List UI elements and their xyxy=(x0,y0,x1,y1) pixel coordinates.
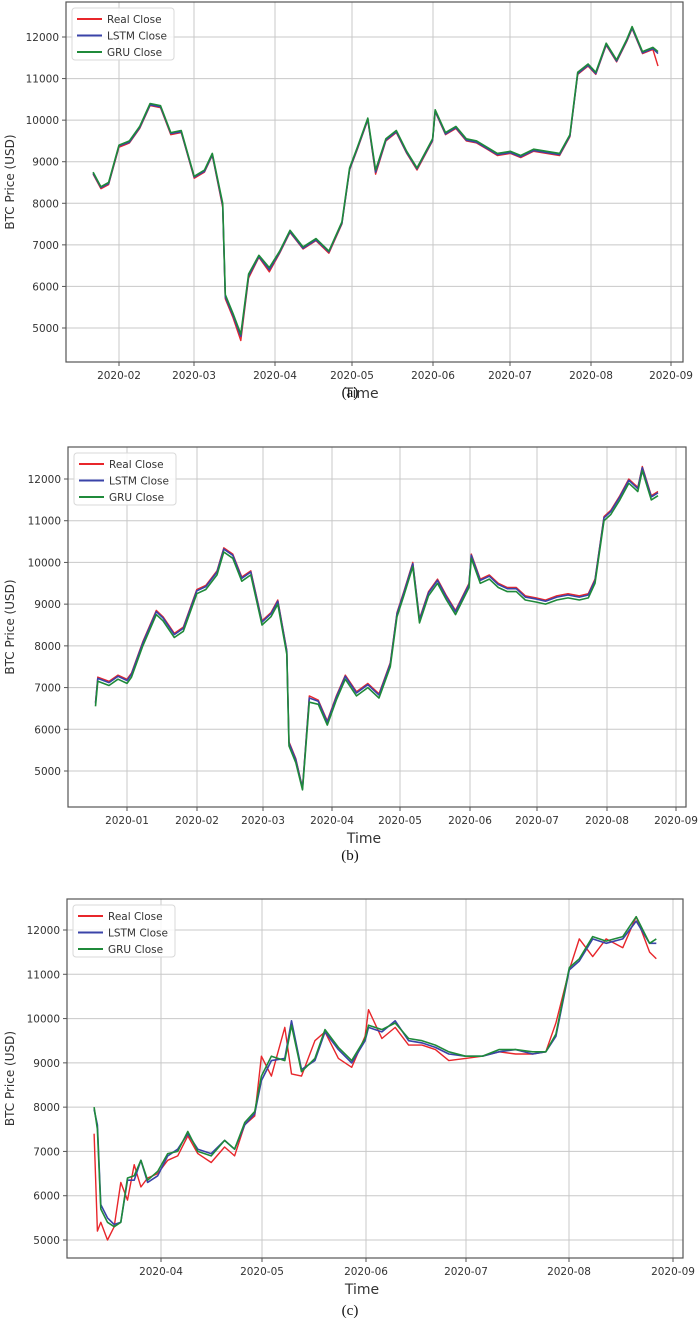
svg-text:2020-09: 2020-09 xyxy=(649,370,693,382)
svg-text:2020-05: 2020-05 xyxy=(330,370,374,382)
svg-text:5000: 5000 xyxy=(34,766,61,778)
gru-close-line xyxy=(92,25,659,336)
svg-text:2020-08: 2020-08 xyxy=(585,815,629,827)
legend-entry: GRU Close xyxy=(107,47,162,59)
svg-text:2020-05: 2020-05 xyxy=(378,815,422,827)
gru-close-line xyxy=(94,469,659,791)
svg-text:2020-08: 2020-08 xyxy=(569,370,613,382)
y-axis-label: BTC Price (USD) xyxy=(3,1031,17,1126)
y-axis-ticks: 5000 6000 7000 8000 9000 10000 11000 12000 xyxy=(28,474,68,778)
svg-text:6000: 6000 xyxy=(32,281,59,293)
svg-text:11000: 11000 xyxy=(28,516,61,528)
legend-entry: LSTM Close xyxy=(108,928,168,940)
svg-text:2020-06: 2020-06 xyxy=(448,815,492,827)
y-axis-label: BTC Price (USD) xyxy=(3,579,17,674)
svg-text:2020-03: 2020-03 xyxy=(172,370,216,382)
svg-text:2020-04: 2020-04 xyxy=(253,370,297,382)
svg-text:9000: 9000 xyxy=(32,157,59,169)
plot-frame xyxy=(67,446,687,808)
svg-text:9000: 9000 xyxy=(33,1058,60,1070)
svg-text:2020-01: 2020-01 xyxy=(105,815,149,827)
svg-text:2020-06: 2020-06 xyxy=(411,370,455,382)
y-axis-label: BTC Price (USD) xyxy=(3,134,17,229)
svg-text:2020-05: 2020-05 xyxy=(240,1266,284,1278)
y-axis-ticks: 5000 6000 7000 8000 9000 10000 11000 12000 xyxy=(27,925,67,1247)
legend-entry: Real Close xyxy=(107,14,162,26)
real-close-line xyxy=(92,28,659,342)
x-axis-ticks: 2020-04 2020-05 2020-06 2020-07 2020-08 2020-… xyxy=(139,1258,695,1278)
svg-text:12000: 12000 xyxy=(27,925,60,937)
svg-text:10000: 10000 xyxy=(27,1014,60,1026)
lstm-close-line xyxy=(92,27,659,338)
svg-text:11000: 11000 xyxy=(26,74,59,86)
svg-text:2020-04: 2020-04 xyxy=(310,815,354,827)
svg-text:8000: 8000 xyxy=(34,641,61,653)
lstm-close-line xyxy=(94,466,659,790)
svg-text:2020-07: 2020-07 xyxy=(488,370,532,382)
plot-frame xyxy=(65,1,684,363)
svg-text:12000: 12000 xyxy=(28,474,61,486)
legend: Real Close LSTM Close GRU Close xyxy=(72,904,176,958)
real-close-line xyxy=(94,465,659,789)
x-axis-ticks: 2020-02 2020-03 2020-04 2020-05 2020-06 2020-… xyxy=(97,362,693,382)
legend-entry: GRU Close xyxy=(108,944,163,956)
x-axis-label: Time xyxy=(344,1282,379,1298)
svg-text:2020-04: 2020-04 xyxy=(139,1266,183,1278)
panel-c: 5000 6000 7000 8000 9000 10000 11000 12000 2020-… xyxy=(0,890,700,1310)
svg-text:6000: 6000 xyxy=(34,724,61,736)
lstm-close-line xyxy=(93,920,657,1226)
svg-text:7000: 7000 xyxy=(34,683,61,695)
legend: Real Close LSTM Close GRU Close xyxy=(71,7,175,61)
legend: Real Close LSTM Close GRU Close xyxy=(73,452,177,506)
legend-entry: Real Close xyxy=(109,459,164,471)
plot-frame xyxy=(66,898,684,1259)
x-axis-ticks: 2020-01 2020-02 2020-03 2020-04 2020-05 2020-… xyxy=(105,807,698,827)
legend-entry: LSTM Close xyxy=(107,31,167,43)
x-axis-label: Time xyxy=(346,831,381,847)
caption-b: (b) xyxy=(341,848,359,864)
grid xyxy=(67,899,683,1258)
gru-close-line xyxy=(93,915,657,1228)
svg-text:10000: 10000 xyxy=(26,115,59,127)
svg-text:2020-06: 2020-06 xyxy=(344,1266,388,1278)
svg-text:10000: 10000 xyxy=(28,557,61,569)
y-axis-ticks: 5000 6000 7000 8000 9000 10000 11000 12000 xyxy=(26,32,66,335)
svg-text:2020-09: 2020-09 xyxy=(654,815,698,827)
svg-text:5000: 5000 xyxy=(32,323,59,335)
svg-text:5000: 5000 xyxy=(33,1235,60,1247)
caption-a: (a) xyxy=(341,385,359,401)
series-lines xyxy=(92,25,659,342)
svg-text:7000: 7000 xyxy=(33,1146,60,1158)
series-lines xyxy=(94,465,659,791)
chart-b: 5000 6000 7000 8000 9000 10000 11000 12000 2020-… xyxy=(3,446,698,847)
svg-text:11000: 11000 xyxy=(27,969,60,981)
grid xyxy=(68,447,686,807)
chart-a: 5000 6000 7000 8000 9000 10000 11000 12000 2020-… xyxy=(3,1,693,402)
legend-entry: GRU Close xyxy=(109,492,164,504)
svg-text:2020-02: 2020-02 xyxy=(175,815,219,827)
svg-text:7000: 7000 xyxy=(32,240,59,252)
svg-text:2020-02: 2020-02 xyxy=(97,370,141,382)
svg-text:12000: 12000 xyxy=(26,32,59,44)
real-close-line xyxy=(93,916,657,1241)
svg-text:8000: 8000 xyxy=(32,198,59,210)
svg-text:2020-07: 2020-07 xyxy=(515,815,559,827)
svg-text:6000: 6000 xyxy=(33,1191,60,1203)
panel-a: 5000 6000 7000 8000 9000 10000 11000 12000 2020-… xyxy=(0,0,700,410)
x-axis-label: Time xyxy=(343,386,378,402)
svg-text:9000: 9000 xyxy=(34,599,61,611)
series-lines xyxy=(93,915,657,1241)
svg-text:2020-03: 2020-03 xyxy=(241,815,285,827)
svg-text:2020-08: 2020-08 xyxy=(547,1266,591,1278)
caption-c: (c) xyxy=(341,1303,359,1319)
svg-text:8000: 8000 xyxy=(33,1102,60,1114)
svg-text:2020-09: 2020-09 xyxy=(651,1266,695,1278)
chart-c: 5000 6000 7000 8000 9000 10000 11000 12000 2020-… xyxy=(3,898,695,1298)
panel-b: 5000 6000 7000 8000 9000 10000 11000 12000 2020-… xyxy=(0,440,700,860)
legend-entry: LSTM Close xyxy=(109,476,169,488)
legend-entry: Real Close xyxy=(108,911,163,923)
svg-text:2020-07: 2020-07 xyxy=(444,1266,488,1278)
